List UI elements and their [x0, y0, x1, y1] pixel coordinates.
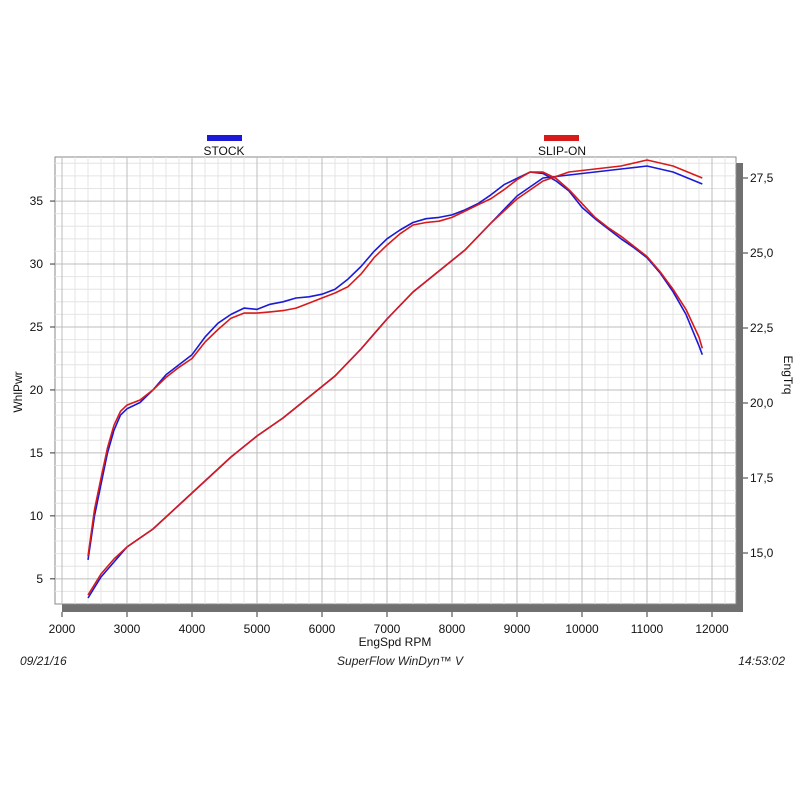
left-axis-ticks: 5 10 15 20 25 30 35	[30, 194, 55, 586]
plot-area	[54, 156, 737, 605]
y-left-tick-label: 10	[30, 509, 44, 523]
legend-swatch-slip-on	[544, 135, 579, 141]
x-tick-label: 8000	[439, 622, 466, 636]
series-layer	[87, 159, 704, 599]
series-slip-on-torque-line	[87, 159, 703, 596]
x-axis-ticks: 2000 3000 4000 5000 6000 7000 8000 9000 10000 110…	[49, 612, 729, 636]
legend-label-slip-on: SLIP-ON	[538, 144, 586, 158]
y-left-tick-label: 30	[30, 257, 44, 271]
x-tick-label: 7000	[374, 622, 401, 636]
y-right-tick-label: 25,0	[750, 246, 774, 260]
series-stock-power-line	[87, 171, 704, 561]
y-axis-right-label: EngTrq	[781, 356, 795, 395]
y-right-tick-label: 17,5	[750, 471, 774, 485]
y-left-tick-label: 15	[30, 446, 44, 460]
y-left-tick-label: 25	[30, 320, 44, 334]
footer-date: 09/21/16	[20, 654, 67, 668]
legend: STOCK SLIP-ON	[203, 135, 586, 158]
x-tick-label: 10000	[565, 622, 599, 636]
x-tick-label: 4000	[179, 622, 206, 636]
grid-minor	[55, 157, 736, 604]
y-right-tick-label: 22,5	[750, 321, 774, 335]
y-left-tick-label: 5	[36, 572, 43, 586]
x-tick-label: 5000	[244, 622, 271, 636]
x-tick-label: 11000	[631, 622, 664, 636]
legend-swatch-stock	[207, 135, 242, 141]
legend-label-stock: STOCK	[203, 144, 244, 158]
y-left-tick-label: 35	[30, 194, 44, 208]
x-tick-label: 3000	[114, 622, 141, 636]
y-left-tick-label: 20	[30, 383, 44, 397]
footer-software: SuperFlow WinDyn™ V	[337, 654, 463, 668]
x-tick-label: 2000	[49, 622, 76, 636]
y-right-tick-label: 27,5	[750, 171, 774, 185]
plot-frame-shadow	[62, 604, 743, 612]
x-tick-label: 6000	[309, 622, 336, 636]
right-axis-ticks: 15,0 17,5 20,0 22,5 25,0 27,5	[743, 171, 774, 560]
x-axis-label: EngSpd RPM	[359, 635, 432, 649]
x-tick-label: 12000	[695, 622, 729, 636]
plot-frame-shadow-right	[736, 163, 743, 612]
y-right-tick-label: 20,0	[750, 396, 774, 410]
y-right-tick-label: 15,0	[750, 546, 774, 560]
series-slip-on-power-line	[87, 171, 704, 557]
grid-major	[55, 157, 736, 604]
footer-time: 14:53:02	[738, 654, 785, 668]
x-tick-label: 9000	[504, 622, 531, 636]
y-axis-left-label: WhlPwr	[11, 371, 25, 412]
